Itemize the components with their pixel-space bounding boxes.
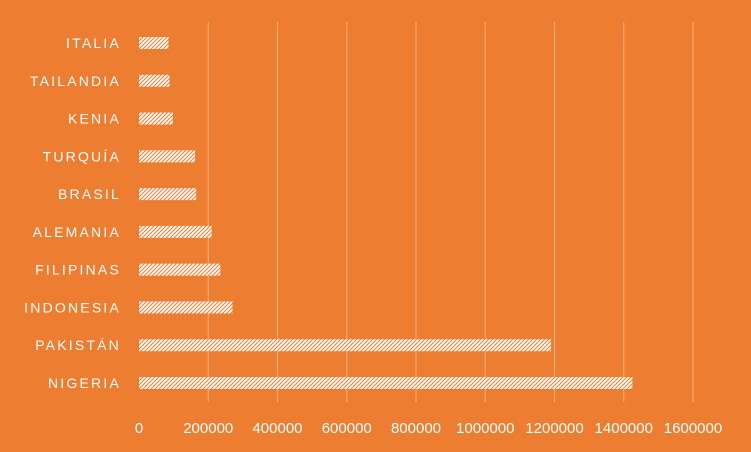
category-label: NIGERIA — [48, 375, 121, 391]
x-tick-label: 800000 — [391, 420, 441, 437]
bar-nigeria — [139, 377, 633, 389]
x-tick-label: 1200000 — [525, 420, 583, 437]
x-tick-label: 0 — [135, 420, 143, 437]
x-tick-label: 1400000 — [595, 420, 653, 437]
bar-italia — [139, 37, 169, 49]
x-tick-label: 400000 — [252, 420, 302, 437]
bar-filipinas — [139, 263, 221, 276]
category-label: BRASIL — [58, 186, 121, 202]
category-label: INDONESIA — [24, 299, 121, 315]
x-tick-label: 1000000 — [456, 420, 514, 437]
bar-brasil — [139, 188, 197, 201]
x-tick-labels: 0 200000 400000 600000 800000 1000000 1200000 1… — [135, 420, 722, 437]
category-label: KENIA — [68, 111, 121, 127]
category-labels: ITALIA TAILANDIA KENIA TURQUÍA BRASIL ALEMANI… — [24, 35, 121, 391]
gridlines — [207, 22, 694, 402]
x-tick-label: 200000 — [183, 420, 233, 437]
category-label: TAILANDIA — [30, 73, 121, 89]
category-label: ALEMANIA — [33, 224, 121, 240]
category-label: TURQUÍA — [43, 148, 121, 164]
bars — [139, 37, 633, 389]
category-label: PAKISTÁN — [35, 337, 121, 353]
bar-tailandia — [139, 74, 170, 87]
bar-alemania — [139, 225, 212, 238]
bar-kenia — [139, 112, 173, 125]
bar-pakistán — [139, 339, 552, 352]
category-label: FILIPINAS — [35, 262, 121, 278]
x-tick-label: 1600000 — [664, 420, 722, 437]
bar-indonesia — [139, 301, 233, 314]
bar-turquía — [139, 150, 196, 163]
category-label: ITALIA — [66, 35, 121, 51]
x-tick-label: 600000 — [322, 420, 372, 437]
